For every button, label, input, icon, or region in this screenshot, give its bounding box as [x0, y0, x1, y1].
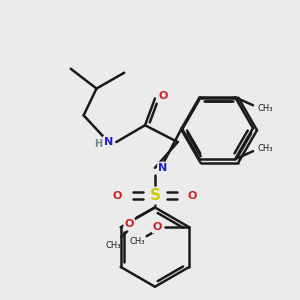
Text: O: O — [124, 219, 134, 229]
Text: O: O — [153, 222, 162, 232]
Text: N: N — [158, 163, 167, 173]
Text: O: O — [158, 91, 168, 100]
Text: CH₃: CH₃ — [258, 104, 274, 113]
Text: CH₃: CH₃ — [106, 241, 121, 250]
Text: CH₃: CH₃ — [258, 144, 274, 153]
Text: N: N — [104, 137, 113, 147]
Text: O: O — [188, 190, 197, 201]
Text: H: H — [94, 139, 103, 149]
Text: S: S — [149, 188, 161, 203]
Text: O: O — [112, 190, 122, 201]
Text: CH₃: CH₃ — [129, 237, 145, 246]
